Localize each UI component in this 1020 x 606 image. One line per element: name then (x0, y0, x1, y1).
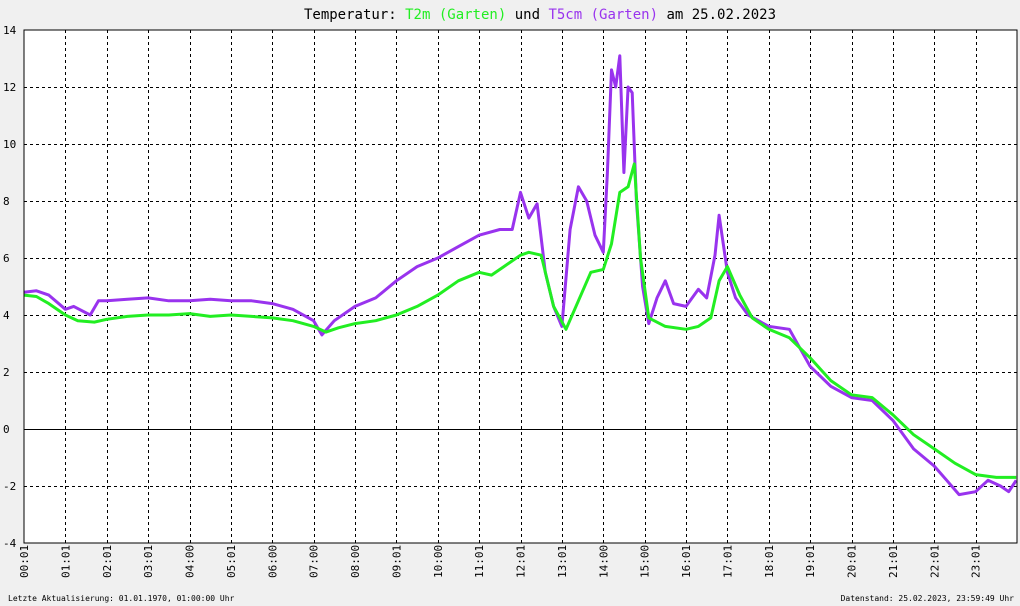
title-prefix: Temperatur: (304, 7, 405, 23)
x-tick-label: 08:00 (349, 545, 362, 578)
y-tick-label: 10 (3, 138, 16, 151)
y-tick-label: 6 (3, 252, 10, 265)
x-tick-label: 10:00 (432, 545, 445, 578)
x-tick-label: 22:01 (928, 545, 941, 578)
x-tick-label: 13:01 (556, 545, 569, 578)
x-tick-label: 05:01 (225, 545, 238, 578)
x-tick-label: 16:01 (680, 545, 693, 578)
y-tick-label: 0 (3, 423, 10, 436)
x-tick-label: 11:01 (473, 545, 486, 578)
x-tick-label: 20:01 (846, 545, 859, 578)
x-tick-label: 18:01 (763, 545, 776, 578)
grid (24, 30, 1017, 543)
footer-last-update: Letzte Aktualisierung: 01.01.1970, 01:00… (8, 594, 235, 603)
x-tick-label: 21:01 (887, 545, 900, 578)
y-tick-label: 4 (3, 309, 10, 322)
x-tick-label: 00:01 (18, 545, 31, 578)
x-tick-label: 02:01 (101, 545, 114, 578)
y-tick-label: 2 (3, 366, 10, 379)
x-tick-label: 04:00 (184, 545, 197, 578)
x-tick-label: 07:00 (308, 545, 321, 578)
x-tick-label: 19:01 (804, 545, 817, 578)
x-tick-label: 12:01 (515, 545, 528, 578)
x-tick-label: 09:01 (390, 545, 403, 578)
y-tick-label: -2 (3, 480, 16, 493)
title-middle: und (506, 7, 548, 23)
x-tick-label: 03:01 (142, 545, 155, 578)
plot-frame (23, 29, 1018, 544)
series-line-t5cm (23, 54, 1018, 497)
y-tick-label: 8 (3, 195, 10, 208)
y-axis-ticks: -4 -2 0 2 4 6 8 10 12 14 (3, 24, 17, 550)
plot-area (24, 30, 1017, 543)
y-tick-label: 12 (3, 81, 16, 94)
x-axis-ticks: 00:01 01:01 02:01 03:01 04:00 05:01 06:00 07:00… (18, 545, 983, 578)
y-tick-label: 14 (3, 24, 17, 37)
title-series-t2m: T2m (Garten) (405, 7, 506, 23)
y-tick-label: -4 (3, 537, 17, 550)
footer-data-status: Datenstand: 25.02.2023, 23:59:49 Uhr (841, 594, 1015, 603)
x-tick-label: 23:01 (970, 545, 983, 578)
chart-title: Temperatur: T2m (Garten) und T5cm (Garte… (304, 7, 776, 23)
x-tick-label: 17:01 (721, 545, 734, 578)
x-tick-label: 01:01 (59, 545, 72, 578)
title-suffix: am 25.02.2023 (658, 7, 776, 23)
x-tick-label: 14:00 (597, 545, 610, 578)
series-lines (23, 54, 1018, 497)
x-tick-label: 15:00 (639, 545, 652, 578)
x-tick-label: 06:00 (266, 545, 279, 578)
series-line-t2m (23, 162, 1017, 479)
title-series-t5cm: T5cm (Garten) (548, 7, 658, 23)
